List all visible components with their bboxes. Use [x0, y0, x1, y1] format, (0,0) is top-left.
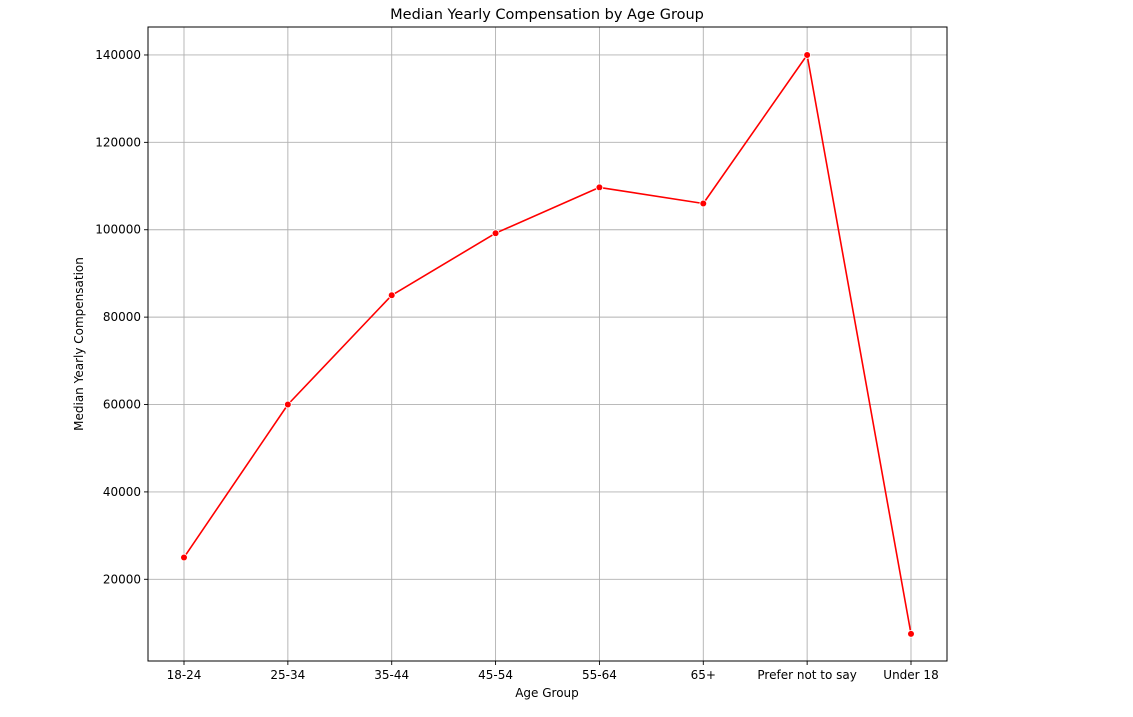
- axis-ticks: [144, 54, 912, 665]
- x-tick-label: 35-44: [374, 668, 409, 682]
- y-tick-label: 140000: [95, 48, 141, 62]
- data-point-65-: [699, 199, 708, 208]
- data-point-55-64: [595, 183, 604, 192]
- y-tick-label: 60000: [103, 398, 141, 412]
- data-series: [180, 51, 915, 638]
- data-point-18-24: [180, 553, 188, 562]
- x-tick-label: 55-64: [582, 668, 617, 682]
- x-tick-label: Prefer not to say: [757, 668, 856, 682]
- y-axis-label: Median Yearly Compensation: [72, 257, 86, 431]
- y-tick-labels: 20000 40000 60000 80000 100000 120000 140000: [95, 48, 141, 586]
- data-point-prefer-not-to-say: [803, 51, 811, 59]
- data-point-45-54: [491, 229, 500, 238]
- x-tick-label: Under 18: [883, 668, 938, 682]
- y-tick-label: 20000: [103, 572, 141, 586]
- data-point-35-44: [387, 291, 396, 300]
- x-tick-label: 45-54: [478, 668, 513, 682]
- y-tick-label: 120000: [95, 135, 141, 149]
- y-tick-label: 40000: [103, 485, 141, 499]
- data-point-under-18: [907, 630, 915, 638]
- y-tick-label: 100000: [95, 223, 141, 237]
- x-tick-label: 25-34: [270, 668, 305, 682]
- chart-title: Median Yearly Compensation by Age Group: [390, 7, 704, 23]
- x-axis-label: Age Group: [515, 686, 579, 700]
- grid-lines: [148, 27, 947, 661]
- x-tick-label: 18-24: [167, 668, 202, 682]
- x-tick-label: 65+: [691, 668, 716, 682]
- data-point-25-34: [284, 400, 292, 409]
- plot-area-frame: [147, 26, 948, 662]
- x-tick-labels: 18-24 25-34 35-44 45-54 55-64 65+ Prefer not t…: [167, 668, 939, 682]
- series-line: [183, 54, 912, 635]
- y-tick-label: 80000: [103, 310, 141, 324]
